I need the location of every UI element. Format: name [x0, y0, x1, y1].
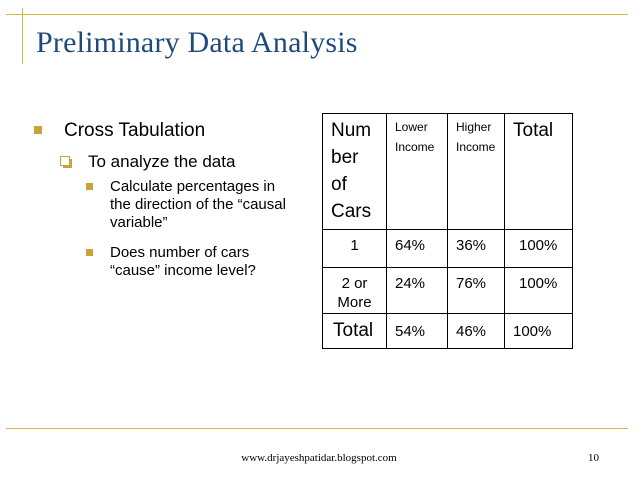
- row-label-cell: 2 or More: [322, 267, 387, 314]
- footer-url: www.drjayeshpatidar.blogspot.com: [241, 452, 397, 464]
- square-bullet-icon: [34, 126, 42, 134]
- cross-tabulation-table: Num ber of Cars Lower Income Higher Inco…: [322, 113, 573, 349]
- frame-vertical-line: [22, 8, 23, 64]
- square-bullet-icon: [86, 249, 93, 256]
- bullet-text: Cross Tabulation: [64, 120, 206, 141]
- table-cell: 100%: [504, 267, 573, 314]
- header-text: Total: [513, 120, 554, 141]
- bullet-text: Calculate percentages in the direction o…: [110, 178, 286, 231]
- row-label: Total: [333, 320, 374, 341]
- header-cell-number-of-cars: Num ber of Cars: [322, 113, 387, 230]
- bullet-text: To analyze the data: [88, 152, 236, 171]
- table-cell: 100%: [504, 313, 573, 349]
- row-label-cell: 1: [322, 229, 387, 268]
- table-cell: 36%: [447, 229, 505, 268]
- table-row: 2 or More 24% 76% 100%: [322, 267, 573, 314]
- hollow-square-bullet-icon: [60, 156, 72, 168]
- header-cell-higher-income: Higher Income: [447, 113, 505, 230]
- frame-top-line: [6, 14, 628, 15]
- bullet-text: Does number of cars “cause” income level…: [110, 244, 256, 279]
- table-row: Total 54% 46% 100%: [322, 313, 573, 349]
- table-cell: 54%: [386, 313, 448, 349]
- row-label: 2 or More: [337, 275, 372, 311]
- header-text: Lower Income: [395, 120, 435, 154]
- row-label-cell: Total: [322, 313, 387, 349]
- header-cell-total: Total: [504, 113, 573, 230]
- slide-title: Preliminary Data Analysis: [36, 26, 358, 59]
- header-text: Num ber of Cars: [331, 120, 372, 222]
- table-cell: 64%: [386, 229, 448, 268]
- row-label: 1: [350, 237, 359, 254]
- header-text: Higher Income: [456, 120, 496, 154]
- table-header-row: Num ber of Cars Lower Income Higher Inco…: [322, 113, 573, 230]
- table-cell: 24%: [386, 267, 448, 314]
- header-cell-lower-income: Lower Income: [386, 113, 448, 230]
- table-cell: 46%: [447, 313, 505, 349]
- table-cell: 100%: [504, 229, 573, 268]
- square-bullet-icon: [86, 183, 93, 190]
- table-cell: 76%: [447, 267, 505, 314]
- frame-bottom-line: [6, 428, 628, 429]
- page-number: 10: [588, 452, 599, 464]
- table-row: 1 64% 36% 100%: [322, 229, 573, 268]
